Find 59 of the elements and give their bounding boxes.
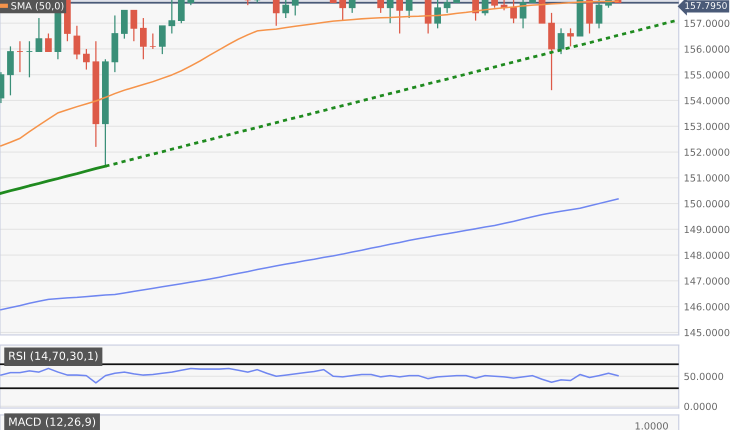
candlestick — [424, 0, 432, 34]
candlestick — [348, 0, 356, 14]
candlestick — [510, 0, 517, 24]
legend-label: SMA (50,0) — [11, 2, 64, 11]
text: RSI (14,70,30,1) — [9, 351, 98, 362]
text: 1.0000 — [636, 422, 668, 430]
candlestick — [244, 0, 252, 6]
candlestick — [482, 0, 488, 16]
y-tick-label: 50.0000 — [684, 372, 724, 380]
y-tick-label: 0.0000 — [684, 402, 717, 410]
candlestick — [538, 0, 546, 24]
line-series — [0, 368, 619, 384]
line-series — [0, 0, 619, 147]
candlestick — [74, 25, 80, 60]
candlestick — [272, 0, 280, 26]
candlestick — [520, 0, 526, 29]
candlestick — [444, 0, 450, 14]
candlestick — [586, 0, 593, 34]
candlestick — [596, 0, 602, 29]
candlestick — [7, 46, 14, 96]
text: MACD (12,26,9) — [9, 417, 96, 428]
candlestick — [558, 28, 564, 55]
y-tick-label: 155.0000 — [684, 71, 730, 79]
y-tick-label: 148.0000 — [684, 252, 730, 259]
candlestick — [26, 40, 33, 78]
y-tick-label: 147.0000 — [684, 277, 730, 285]
y-tick-label: 156.0000 — [684, 45, 730, 53]
candlestick — [140, 17, 147, 60]
candlestick — [168, 0, 176, 34]
candlestick — [386, 0, 394, 24]
y-tick-label: 146.0000 — [684, 303, 730, 310]
candlestick — [178, 0, 185, 24]
candlestick — [36, 17, 42, 52]
candlestick — [16, 40, 24, 73]
y-tick-label: 149.0000 — [684, 226, 730, 234]
y-tick-label: 154.0000 — [684, 96, 730, 104]
y-tick-label: 150.0000 — [684, 200, 730, 208]
y-tick-label: 157.0000 — [684, 20, 730, 28]
y-tick-label: 152.0000 — [684, 148, 730, 156]
candlestick — [472, 0, 479, 22]
candlestick — [254, 0, 261, 4]
candlestick — [149, 32, 156, 50]
y-tick-label: 151.0000 — [684, 174, 730, 182]
y-tick-label: 153.0000 — [684, 122, 730, 130]
candlestick — [45, 32, 52, 52]
ref-line-label: 157.7950 — [685, 2, 727, 9]
candlestick — [396, 0, 404, 34]
candlestick — [406, 0, 413, 19]
y-tick-label: 145.0000 — [684, 328, 730, 336]
candlestick — [130, 10, 138, 42]
candlestick — [567, 28, 574, 48]
candlestick — [158, 25, 166, 55]
candlestick — [377, 0, 384, 14]
candlestick — [282, 0, 290, 19]
candlestick — [120, 10, 128, 40]
candlestick — [292, 0, 299, 16]
candlestick — [339, 0, 346, 22]
candlestick — [83, 48, 90, 70]
line-series — [0, 198, 619, 310]
